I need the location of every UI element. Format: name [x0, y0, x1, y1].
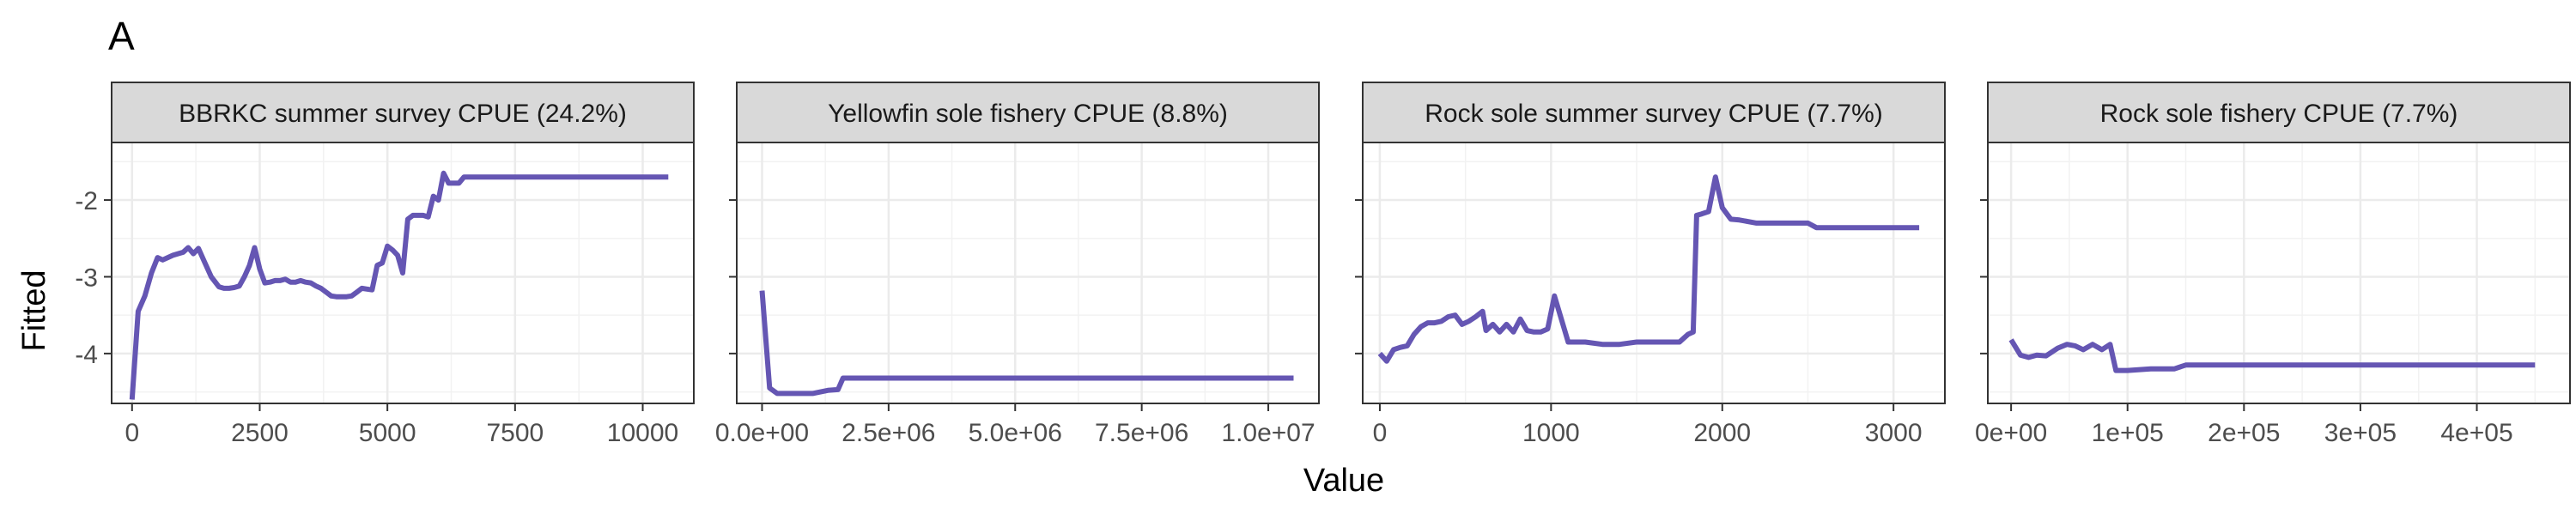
panel-strip	[1362, 82, 1946, 143]
panel-title: Yellowfin sole fishery CPUE (8.8%)	[828, 100, 1228, 128]
series-line	[759, 290, 1294, 397]
x-tick-label: 4e+05	[2440, 419, 2512, 447]
panel-3: Rock sole summer survey CPUE (7.7%) 0 1000…	[1355, 82, 1946, 447]
x-tick-label: 5.0e+06	[969, 419, 1062, 447]
panel-title: Rock sole summer survey CPUE (7.7%)	[1425, 100, 1882, 128]
x-tick-label: 1e+05	[2092, 419, 2164, 447]
figure-tag: A	[108, 14, 135, 58]
y-tick-label: -3	[75, 264, 98, 292]
x-tick-label: 7500	[486, 419, 544, 447]
x-tick-label: 0.0e+00	[715, 419, 809, 447]
x-tick-label: 1000	[1522, 419, 1580, 447]
panel-border	[1987, 142, 2571, 404]
panel-border	[111, 142, 695, 404]
panel-border	[736, 142, 1320, 404]
x-tick-label: 2500	[231, 419, 289, 447]
panel-strip	[111, 82, 695, 143]
plot-area	[1363, 142, 1945, 403]
x-tick-label: 10000	[607, 419, 678, 447]
x-tick-label: 0	[125, 419, 139, 447]
x-tick-label: 7.5e+06	[1095, 419, 1188, 447]
x-tick-label: 5000	[359, 419, 416, 447]
y-tick-label: -4	[75, 341, 98, 369]
x-tick-label: 2e+05	[2208, 419, 2280, 447]
panel-4: Rock sole fishery CPUE (7.7%) 0e+00 1e+05 2…	[1975, 82, 2571, 447]
x-tick-label: 0e+00	[1975, 419, 2047, 447]
y-axis-label: Fitted	[16, 270, 52, 351]
panel-2: Yellowfin sole fishery CPUE (8.8%) 0.0e+0…	[715, 82, 1320, 447]
panel-border	[1362, 142, 1946, 404]
plot-area	[1988, 142, 2570, 403]
series-line	[1377, 174, 1920, 364]
panel-title: BBRKC summer survey CPUE (24.2%)	[179, 100, 627, 128]
x-tick-label: 3000	[1865, 419, 1923, 447]
x-tick-label: 2000	[1693, 419, 1751, 447]
panels: BBRKC summer survey CPUE (24.2%) 0 2500 500…	[75, 82, 2571, 447]
y-tick-label: -2	[75, 187, 98, 215]
plot-area	[737, 142, 1319, 403]
x-tick-label: 3e+05	[2324, 419, 2397, 447]
panel-1: BBRKC summer survey CPUE (24.2%) 0 2500 500…	[75, 82, 695, 447]
x-tick-label: 2.5e+06	[841, 419, 935, 447]
x-axis-label: Value	[1303, 463, 1384, 499]
series-line	[2008, 338, 2536, 373]
x-tick-label: 0	[1373, 419, 1388, 447]
panel-title: Rock sole fishery CPUE (7.7%)	[2100, 100, 2458, 128]
panel-strip	[1987, 82, 2571, 143]
series-line	[129, 170, 669, 400]
x-tick-label: 1.0e+07	[1221, 419, 1315, 447]
